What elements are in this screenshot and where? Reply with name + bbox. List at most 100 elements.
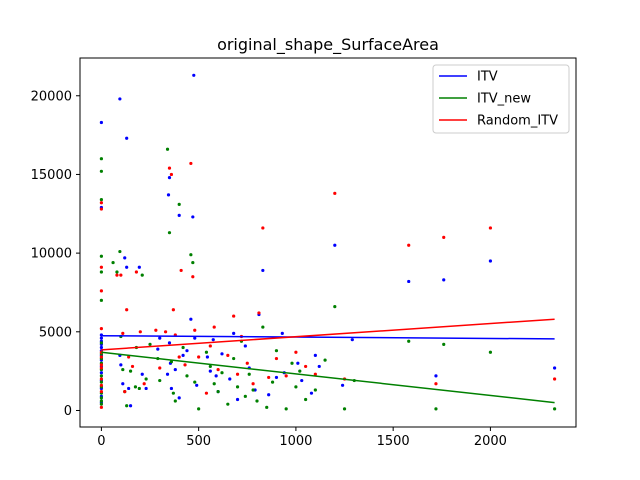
data-point [137,386,141,391]
legend-label: ITV [477,70,498,85]
data-point [298,369,302,373]
data-point [284,374,288,378]
data-point [99,207,103,211]
data-point [191,275,195,279]
data-point [99,366,103,370]
data-point [125,265,129,269]
data-point [127,386,131,391]
data-point [323,358,327,362]
y-tick-label: 5000 [39,325,72,340]
data-point [208,369,212,373]
data-point [121,367,125,372]
data-point [99,355,103,359]
data-point [125,308,129,312]
data-point [119,273,123,277]
series-random-itv [99,161,557,409]
data-point [99,254,103,258]
data-point [99,201,103,205]
data-point [442,278,446,282]
data-point [197,407,201,411]
data-point [192,73,196,77]
data-point [165,372,170,376]
data-point [148,342,152,346]
data-point [169,172,174,177]
data-point [488,226,493,230]
data-point [294,350,298,354]
data-point [317,364,321,369]
data-point [251,382,255,386]
data-point [179,268,183,273]
data-point [99,157,103,161]
data-point [261,268,265,273]
data-point [488,350,493,354]
data-point [204,391,209,395]
data-point [167,231,172,235]
data-point [304,364,308,369]
data-point [171,308,175,312]
data-point [177,202,181,206]
data-point [220,352,224,356]
data-point [123,256,127,260]
data-point [125,136,129,140]
y-tick-label: 0 [64,404,72,419]
data-point [212,382,216,386]
data-point [134,270,139,274]
data-point [99,380,103,384]
data-point [300,378,304,383]
data-point [99,169,103,173]
data-point [232,314,236,318]
axes-frame [79,57,577,428]
data-point [99,327,103,331]
data-point [99,298,103,302]
data-point [140,372,144,376]
data-point [296,361,300,365]
data-point [167,341,172,345]
data-point [99,383,103,387]
data-point [99,336,103,340]
data-point [142,382,146,386]
data-point [167,166,172,170]
data-point [169,360,174,364]
data-point [130,364,135,369]
x-tick-label: 2000 [474,434,507,449]
data-point [267,393,271,397]
data-point [99,389,103,394]
data-point [251,388,255,392]
data-point [137,265,141,269]
data-point [261,325,265,329]
data-point [274,349,279,353]
data-point [156,347,160,351]
data-point [243,344,247,348]
data-point [313,372,317,376]
data-point [193,380,197,384]
y-tick-label: 10000 [31,247,72,262]
data-point [128,369,133,373]
data-point [245,361,249,365]
data-point [216,367,220,372]
data-point [265,405,269,409]
data-point [193,336,197,340]
data-point [99,405,103,409]
data-point [267,375,271,380]
data-point [407,243,411,247]
data-point [333,243,337,247]
chart-title: original_shape_SurfaceArea [217,35,439,55]
data-point [99,402,103,406]
data-point [257,311,261,315]
data-point [133,385,138,389]
data-point [280,331,284,335]
data-point [553,407,557,411]
data-point [111,260,115,265]
legend-box [432,64,570,134]
data-point [183,363,187,367]
data-point [304,397,308,402]
data-point [313,388,317,392]
data-point [189,317,193,321]
y-tick-label: 15000 [31,168,72,183]
data-point [228,377,232,381]
data-point [181,353,185,358]
data-point [185,349,189,353]
data-point [255,399,259,403]
plot-area [99,73,557,411]
data-point [232,331,236,335]
